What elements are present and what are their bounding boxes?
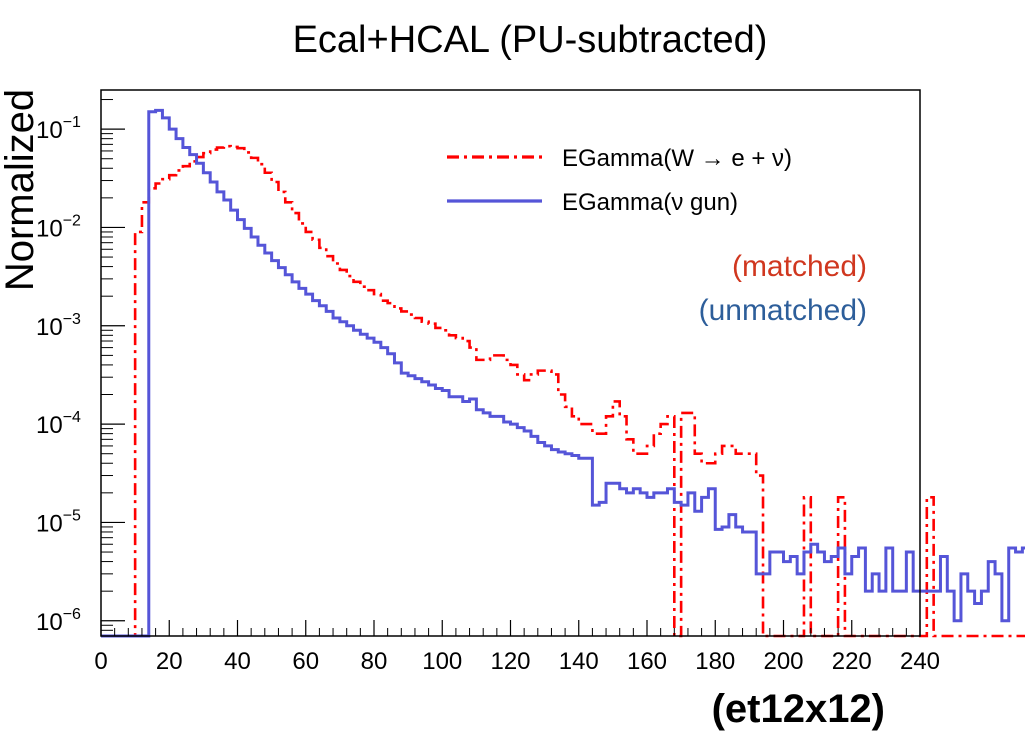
x-tick-label: 80 xyxy=(361,648,388,675)
y-tick-label: 10−5 xyxy=(36,507,81,537)
x-tick-label: 180 xyxy=(695,648,735,675)
x-tick-label: 220 xyxy=(832,648,872,675)
series-line-1 xyxy=(101,108,1025,638)
x-tick-label: 200 xyxy=(763,648,803,675)
x-tick-label: 120 xyxy=(490,648,530,675)
legend-label-nu: EGamma(ν gun) xyxy=(562,189,738,216)
y-tick-label: 10−6 xyxy=(36,606,81,636)
series-line-0 xyxy=(101,144,1025,638)
chart-title: Ecal+HCAL (PU-subtracted) xyxy=(293,19,768,61)
y-ticks: 10−6 10−5 10−4 10−3 10−2 10−1 xyxy=(36,99,125,637)
x-tick-label: 20 xyxy=(156,648,183,675)
y-tick-label: 10−3 xyxy=(36,311,81,341)
y-tick-label: 10−2 xyxy=(36,212,81,242)
annotation-matched: (matched) xyxy=(732,250,867,283)
x-tick-label: 160 xyxy=(627,648,667,675)
y-tick-label: 10−1 xyxy=(36,114,81,144)
x-tick-label: 100 xyxy=(422,648,462,675)
y-axis-label: Normalized xyxy=(0,89,42,291)
x-tick-label: 40 xyxy=(224,648,251,675)
legend: EGamma(W → e + ν) EGamma(ν gun) xyxy=(447,145,792,216)
legend-label-w: EGamma(W → e + ν) xyxy=(562,145,792,172)
x-tick-label: 140 xyxy=(559,648,599,675)
annotation-unmatched: (unmatched) xyxy=(699,294,867,327)
x-tick-label: 60 xyxy=(292,648,319,675)
x-ticks: 0 20 40 60 80 100 120 140 160 180 200 220 240 xyxy=(94,620,940,675)
x-tick-label: 0 xyxy=(94,648,107,675)
y-tick-label: 10−4 xyxy=(36,409,81,439)
x-axis-label: (et12x12) xyxy=(712,687,885,731)
x-tick-label: 240 xyxy=(900,648,940,675)
series-layer xyxy=(101,108,1025,638)
